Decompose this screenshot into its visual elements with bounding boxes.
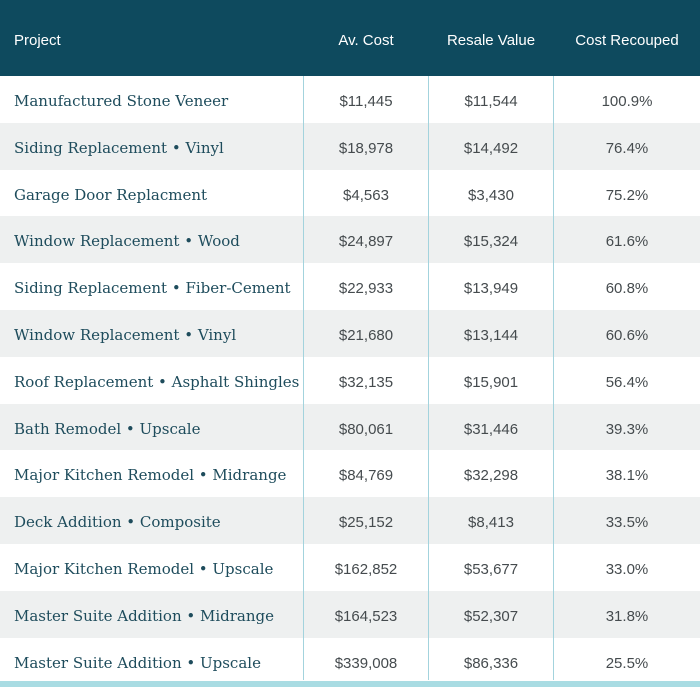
cost-recouped-cell: 25.5% <box>605 654 649 672</box>
cost-recouped-cell: 60.8% <box>605 280 649 298</box>
av-cost-cell: $162,852 <box>334 560 398 578</box>
table-row: Master Suite Addition • Midrange $164,523… <box>0 590 700 638</box>
cost-recouped-cell: 100.9% <box>601 93 653 110</box>
table-row: Master Suite Addition • Upscale $339,008 $… <box>0 637 700 685</box>
cost-recouped-cell: 39.3% <box>605 420 649 438</box>
av-cost-cell: $4,563 <box>343 186 389 204</box>
cost-recouped-cell: 61.6% <box>605 233 649 251</box>
project-cell: Siding Replacement • Vinyl <box>14 138 224 157</box>
av-cost-cell: $11,445 <box>339 93 393 110</box>
av-cost-cell: $22,933 <box>338 280 394 298</box>
resale-value-cell: $15,901 <box>463 373 519 391</box>
av-cost-cell: $339,008 <box>334 654 398 672</box>
header-av-cost: Av. Cost <box>338 32 394 49</box>
table-header: Project Av. Cost Resale Value Cost Recou… <box>0 0 700 76</box>
table-row: Window Replacement • Vinyl $21,680 $13,144… <box>0 309 700 357</box>
resale-value-cell: $13,144 <box>463 326 519 344</box>
header-cost-recouped: Cost Recouped <box>575 32 679 49</box>
resale-value-cell: $52,307 <box>463 607 519 625</box>
cost-recouped-cell: 60.6% <box>605 326 649 344</box>
table-row: Manufactured Stone Veneer $11,445 $11,544 1… <box>0 76 700 123</box>
column-divider <box>553 76 554 680</box>
av-cost-cell: $80,061 <box>338 420 394 438</box>
cost-recouped-cell: 31.8% <box>605 607 649 625</box>
resale-value-cell: $86,336 <box>463 654 519 672</box>
table-row: Bath Remodel • Upscale $80,061 $31,446 39.3… <box>0 403 700 451</box>
resale-value-cell: $53,677 <box>463 560 519 578</box>
project-cell: Window Replacement • Vinyl <box>14 325 237 344</box>
cost-recouped-cell: 33.0% <box>605 560 649 578</box>
av-cost-cell: $32,135 <box>338 373 394 391</box>
av-cost-cell: $24,897 <box>338 233 394 251</box>
table-row: Siding Replacement • Fiber-Cement $22,933… <box>0 263 700 310</box>
column-divider <box>303 76 304 680</box>
table-row: Major Kitchen Remodel • Midrange $84,769 $… <box>0 450 700 498</box>
table-row: Garage Door Replacment $4,563 $3,430 75.2% <box>0 169 700 217</box>
table-row: Window Replacement • Wood $24,897 $15,324 6… <box>0 216 700 264</box>
project-cell: Manufactured Stone Veneer <box>14 92 229 110</box>
project-cell: Window Replacement • Wood <box>14 232 240 251</box>
project-cell: Master Suite Addition • Midrange <box>14 606 274 625</box>
project-cell: Major Kitchen Remodel • Midrange <box>14 466 287 485</box>
project-cell: Bath Remodel • Upscale <box>14 419 201 438</box>
resale-value-cell: $3,430 <box>468 186 514 204</box>
table-row: Deck Addition • Composite $25,152 $8,413 33… <box>0 497 700 544</box>
table-bottom-bar <box>0 681 700 687</box>
header-project: Project <box>14 32 61 49</box>
resale-value-cell: $13,949 <box>463 280 519 298</box>
project-cell: Major Kitchen Remodel • Upscale <box>14 559 274 578</box>
project-cell: Deck Addition • Composite <box>14 513 221 532</box>
project-cell: Garage Door Replacment <box>14 185 208 204</box>
column-divider <box>428 76 429 680</box>
project-cell: Siding Replacement • Fiber-Cement <box>14 279 291 298</box>
resale-value-cell: $11,544 <box>464 93 518 110</box>
cost-recouped-cell: 38.1% <box>605 467 649 485</box>
cost-recouped-cell: 33.5% <box>605 514 649 532</box>
resale-value-cell: $32,298 <box>463 467 519 485</box>
table-row: Roof Replacement • Asphalt Shingles $32,1… <box>0 356 700 404</box>
resale-value-cell: $14,492 <box>463 139 519 157</box>
project-cell: Master Suite Addition • Upscale <box>14 653 261 672</box>
cost-recouped-cell: 56.4% <box>605 373 649 391</box>
resale-value-cell: $8,413 <box>468 514 514 532</box>
resale-value-cell: $15,324 <box>463 233 519 251</box>
table-body: Manufactured Stone Veneer $11,445 $11,544 1… <box>0 76 700 685</box>
av-cost-cell: $18,978 <box>338 139 394 157</box>
table-row: Siding Replacement • Vinyl $18,978 $14,492… <box>0 122 700 170</box>
av-cost-cell: $84,769 <box>338 467 394 485</box>
av-cost-cell: $25,152 <box>338 514 394 532</box>
av-cost-cell: $164,523 <box>334 607 398 625</box>
table-row: Major Kitchen Remodel • Upscale $162,852 $… <box>0 543 700 591</box>
project-cell: Roof Replacement • Asphalt Shingles <box>14 372 300 391</box>
resale-value-cell: $31,446 <box>463 420 519 438</box>
header-resale-value: Resale Value <box>446 32 536 49</box>
cost-recouped-cell: 75.2% <box>605 186 649 204</box>
cost-recouped-cell: 76.4% <box>605 139 649 157</box>
av-cost-cell: $21,680 <box>338 326 394 344</box>
